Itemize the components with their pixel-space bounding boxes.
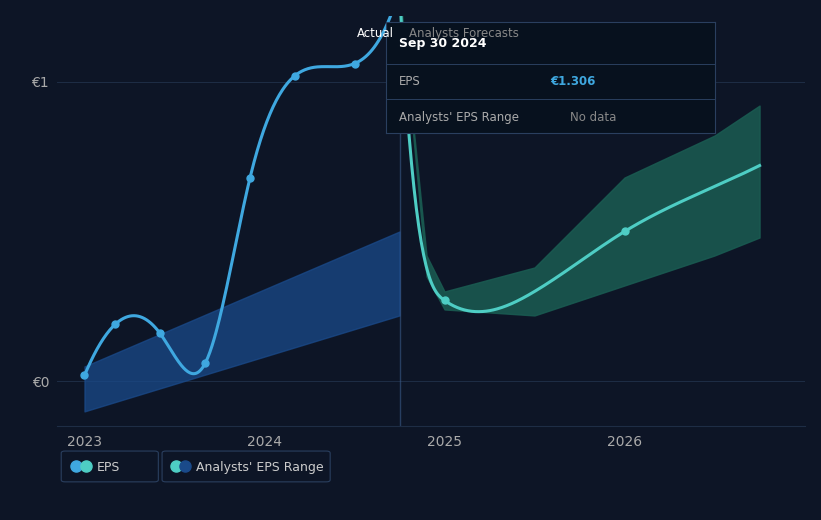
FancyBboxPatch shape xyxy=(62,451,158,482)
FancyBboxPatch shape xyxy=(162,451,330,482)
Text: Analysts' EPS Range: Analysts' EPS Range xyxy=(195,461,323,474)
Text: Actual: Actual xyxy=(357,27,394,40)
Text: EPS: EPS xyxy=(96,461,120,474)
Text: Analysts Forecasts: Analysts Forecasts xyxy=(409,27,518,40)
